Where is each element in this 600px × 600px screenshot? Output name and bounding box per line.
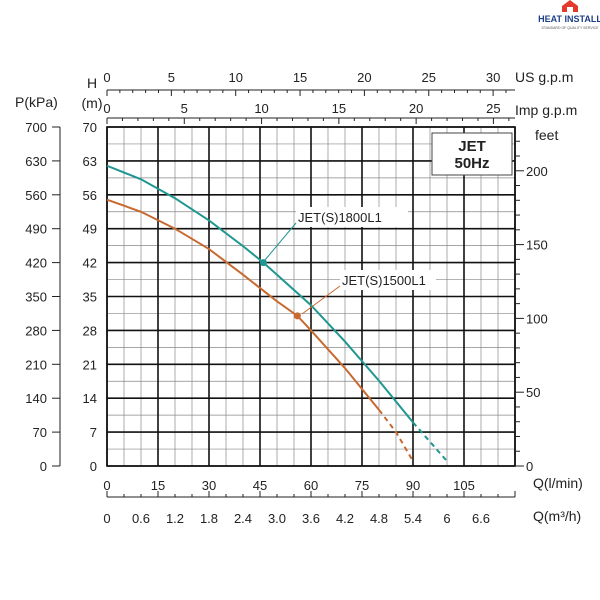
bottom-lmin-tick: 0 bbox=[103, 478, 110, 493]
bottom-m3h-tick: 1.8 bbox=[200, 511, 218, 526]
top-imp-tick: 0 bbox=[103, 101, 110, 116]
left-kpa-axis-title: P(kPa) bbox=[15, 94, 58, 110]
bottom-m3h-tick: 0 bbox=[103, 511, 110, 526]
left-m-tick: 0 bbox=[90, 459, 97, 474]
top-us-tick: 15 bbox=[293, 70, 307, 85]
left-kpa-tick: 490 bbox=[25, 222, 47, 237]
bottom-lmin-tick: 75 bbox=[355, 478, 369, 493]
right-feet-tick: 150 bbox=[526, 238, 548, 253]
bottom-m3h-tick: 6.6 bbox=[472, 511, 490, 526]
bottom-m3h-tick: 3.6 bbox=[302, 511, 320, 526]
left-m-tick: 56 bbox=[83, 188, 97, 203]
right-feet-tick: 0 bbox=[526, 459, 533, 474]
top-us-tick: 5 bbox=[168, 70, 175, 85]
left-m-tick: 7 bbox=[90, 425, 97, 440]
left-m-tick: 14 bbox=[83, 391, 97, 406]
right-feet-tick: 200 bbox=[526, 164, 548, 179]
left-m-tick: 42 bbox=[83, 256, 97, 271]
series-layer bbox=[106, 164, 448, 462]
logo-text: HEAT INSTALL bbox=[538, 14, 600, 24]
left-m-tick: 70 bbox=[83, 120, 97, 135]
left-kpa-tick: 140 bbox=[25, 391, 47, 406]
bottom-lmin-tick: 45 bbox=[253, 478, 267, 493]
top-us-tick: 20 bbox=[357, 70, 371, 85]
left-m-tick: 35 bbox=[83, 290, 97, 305]
logo-subtext: STANDARD OF QUALITY SERVICE bbox=[542, 26, 600, 30]
series-label-bg-1800 bbox=[296, 207, 408, 227]
top-imp-tick: 20 bbox=[409, 101, 423, 116]
left-kpa-tick: 700 bbox=[25, 120, 47, 135]
left-m-tick: 63 bbox=[83, 154, 97, 169]
bottom-m3h-tick: 1.2 bbox=[166, 511, 184, 526]
top-us-tick: 30 bbox=[486, 70, 500, 85]
top-us-tick: 0 bbox=[103, 70, 110, 85]
left-kpa-tick: 350 bbox=[25, 290, 47, 305]
bottom-lmin-tick: 90 bbox=[406, 478, 420, 493]
series-label-1500: JET(S)1500L1 bbox=[342, 273, 426, 288]
bottom-m3h-axis-title: Q(m³/h) bbox=[533, 508, 581, 524]
axis-ticks: 0701402102803504204905606307000714212835… bbox=[25, 70, 547, 526]
top-imp-tick: 5 bbox=[181, 101, 188, 116]
plot-frame bbox=[106, 126, 516, 467]
bottom-lmin-tick: 105 bbox=[453, 478, 475, 493]
series-marker-1 bbox=[293, 312, 301, 320]
series-label-1800: JET(S)1800L1 bbox=[298, 210, 382, 225]
series-marker-0 bbox=[259, 259, 267, 267]
left-m-axis-unit: (m) bbox=[82, 95, 103, 111]
box-model: JET bbox=[458, 138, 486, 155]
top-us-axis-title: US g.p.m bbox=[515, 69, 573, 85]
left-kpa-tick: 630 bbox=[25, 154, 47, 169]
left-kpa-tick: 210 bbox=[25, 357, 47, 372]
bottom-m3h-tick: 4.8 bbox=[370, 511, 388, 526]
bottom-lmin-tick: 60 bbox=[304, 478, 318, 493]
bottom-m3h-tick: 2.4 bbox=[234, 511, 252, 526]
top-imp-tick: 25 bbox=[486, 101, 500, 116]
bottom-m3h-tick: 6 bbox=[443, 511, 450, 526]
left-kpa-tick: 280 bbox=[25, 323, 47, 338]
left-kpa-tick: 560 bbox=[25, 188, 47, 203]
bottom-lmin-tick: 30 bbox=[202, 478, 216, 493]
box-frequency: 50Hz bbox=[454, 155, 489, 172]
top-us-tick: 25 bbox=[422, 70, 436, 85]
series-leader-1800 bbox=[264, 222, 297, 261]
series-tail-1 bbox=[378, 409, 414, 462]
series-label-bg-1500 bbox=[340, 270, 436, 290]
series-leader-1500 bbox=[301, 285, 341, 315]
chart-grid bbox=[106, 126, 516, 467]
model-box: JET 50Hz bbox=[431, 132, 513, 176]
left-kpa-tick: 0 bbox=[40, 459, 47, 474]
right-feet-tick: 100 bbox=[526, 311, 548, 326]
right-feet-axis-title: feet bbox=[535, 127, 558, 143]
left-m-tick: 28 bbox=[83, 323, 97, 338]
top-imp-tick: 10 bbox=[254, 101, 268, 116]
bottom-m3h-tick: 5.4 bbox=[404, 511, 422, 526]
bottom-lmin-tick: 15 bbox=[151, 478, 165, 493]
bottom-m3h-tick: 4.2 bbox=[336, 511, 354, 526]
right-feet-tick: 50 bbox=[526, 385, 540, 400]
bottom-m3h-tick: 3.0 bbox=[268, 511, 286, 526]
bottom-lmin-axis-title: Q(l/min) bbox=[533, 475, 583, 491]
bottom-m3h-tick: 0.6 bbox=[132, 511, 150, 526]
series-line-1 bbox=[106, 198, 380, 411]
brand-logo: HEAT INSTALL STANDARD OF QUALITY SERVICE bbox=[538, 0, 600, 30]
house-icon bbox=[562, 0, 578, 12]
left-m-tick: 49 bbox=[83, 222, 97, 237]
top-us-tick: 10 bbox=[228, 70, 242, 85]
top-imp-tick: 15 bbox=[332, 101, 346, 116]
left-kpa-tick: 70 bbox=[33, 425, 47, 440]
left-kpa-tick: 420 bbox=[25, 256, 47, 271]
left-m-tick: 21 bbox=[83, 357, 97, 372]
left-m-axis-title: H bbox=[87, 75, 97, 91]
top-imp-axis-title: Imp g.p.m bbox=[515, 102, 577, 118]
